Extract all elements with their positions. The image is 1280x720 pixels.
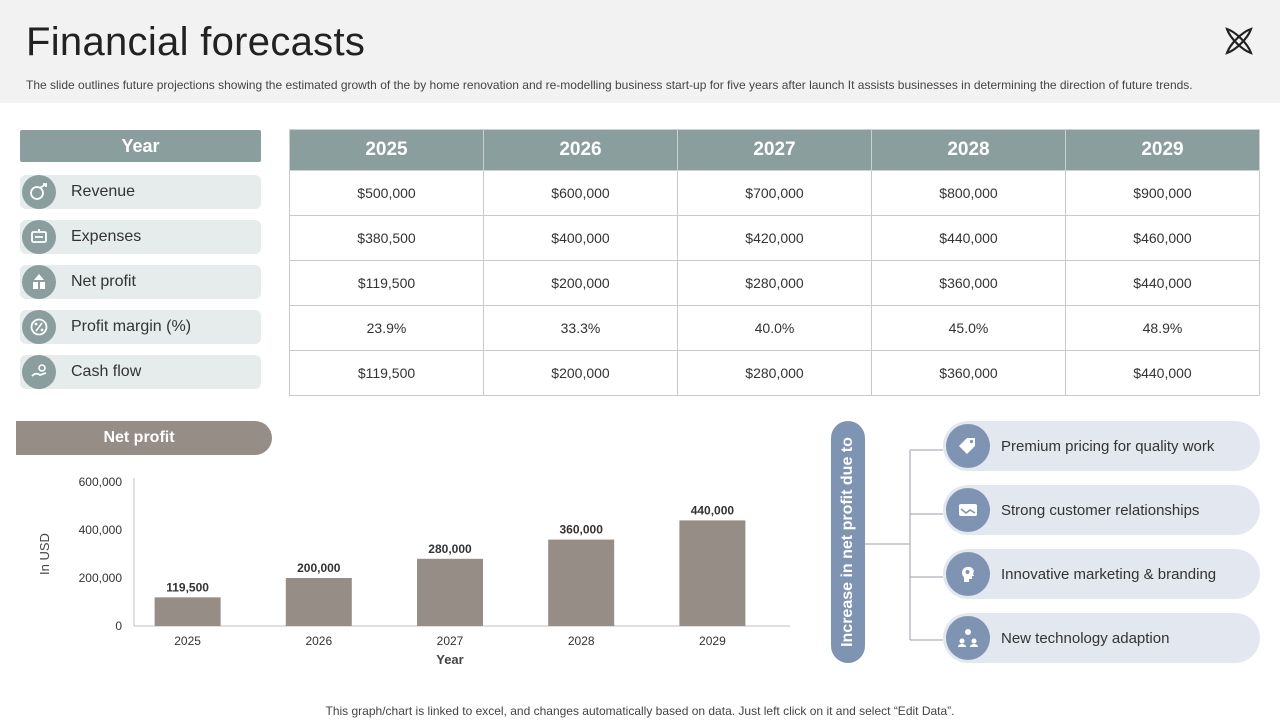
bar-data-label: 360,000 (560, 523, 604, 537)
table-cell: $440,000 (871, 215, 1066, 261)
table-cell: $280,000 (677, 260, 872, 306)
year-column-header: 2026 (483, 129, 678, 171)
x-tick-label: 2029 (699, 634, 726, 648)
reason-innovative-marketing: Innovative marketing & branding (943, 549, 1260, 599)
x-tick-label: 2027 (437, 634, 464, 648)
table-cell: $440,000 (1065, 350, 1260, 396)
y-tick-label: 600,000 (79, 475, 123, 489)
header-band: Financial forecasts The slide outlines f… (0, 0, 1280, 103)
table-cell: $380,500 (289, 215, 484, 261)
table-cell: $400,000 (483, 215, 678, 261)
handshake-icon (946, 488, 990, 532)
x-tick-label: 2025 (174, 634, 201, 648)
table-row: $119,500 $200,000 $280,000 $360,000 $440… (289, 350, 1260, 396)
year-column-header: 2028 (871, 129, 1066, 171)
expenses-icon (22, 220, 56, 254)
table-cell: $700,000 (677, 170, 872, 216)
row-label-profit-margin: Profit margin (%) (20, 310, 261, 344)
reason-customer-relationships: Strong customer relationships (943, 485, 1260, 535)
page-title: Financial forecasts (26, 20, 366, 64)
row-label-text: Profit margin (%) (71, 318, 192, 335)
reasons-heading: Increase in net profit due to (839, 437, 856, 647)
bar-data-label: 119,500 (166, 580, 209, 594)
table-cell: $800,000 (871, 170, 1066, 216)
x-tick-label: 2026 (305, 634, 332, 648)
row-label-expenses: Expenses (20, 220, 261, 254)
table-header-row: 2025 2026 2027 2028 2029 (289, 129, 1260, 171)
net-profit-bar-chart: 0 200,000 400,000 600,000 119,500 2025 200,000… (37, 475, 790, 667)
table-cell: $360,000 (871, 260, 1066, 306)
reason-label: Strong customer relationships (1001, 502, 1200, 519)
table-cell: $500,000 (289, 170, 484, 216)
bar-data-label: 280,000 (428, 542, 472, 556)
page-subtitle: The slide outlines future projections sh… (26, 78, 1193, 92)
bar-data-label: 200,000 (297, 561, 341, 575)
table-row: $380,500 $400,000 $420,000 $440,000 $460… (289, 215, 1260, 261)
table-cell: $200,000 (483, 350, 678, 396)
year-header: Year (20, 130, 261, 162)
reason-label: Premium pricing for quality work (1001, 438, 1215, 455)
table-cell: 33.3% (483, 305, 678, 351)
y-tick-label: 400,000 (79, 523, 123, 537)
table-cell: $600,000 (483, 170, 678, 216)
year-column-header: 2029 (1065, 129, 1260, 171)
reasons-heading-pill: Increase in net profit due to (831, 421, 865, 663)
row-label-revenue: Revenue (20, 175, 261, 209)
row-label-text: Revenue (71, 183, 136, 200)
connector-lines (865, 449, 943, 641)
table-cell: $119,500 (289, 350, 484, 396)
reason-premium-pricing: Premium pricing for quality work (943, 421, 1260, 471)
reason-label: New technology adaption (1001, 630, 1170, 647)
table-row: $500,000 $600,000 $700,000 $800,000 $900… (289, 170, 1260, 216)
company-logo-icon (1225, 27, 1253, 55)
row-label-text: Net profit (71, 273, 136, 290)
technology-team-icon (946, 616, 990, 660)
table-row: $119,500 $200,000 $280,000 $360,000 $440… (289, 260, 1260, 306)
year-column-header: 2025 (289, 129, 484, 171)
x-tick-label: 2028 (568, 634, 595, 648)
forecast-table: 2025 2026 2027 2028 2029 $500,000 $600,0… (289, 129, 1260, 396)
table-cell: $420,000 (677, 215, 872, 261)
reason-new-technology: New technology adaption (943, 613, 1260, 663)
bar (679, 520, 746, 626)
cash-flow-icon (22, 355, 56, 389)
row-label-net-profit: Net profit (20, 265, 261, 299)
table-cell: 45.0% (871, 305, 1066, 351)
table-cell: $119,500 (289, 260, 484, 306)
table-cell: 48.9% (1065, 305, 1260, 351)
y-tick-label: 0 (115, 619, 122, 633)
net-profit-heading: Net profit (16, 421, 272, 455)
profit-margin-icon (22, 310, 56, 344)
reason-label: Innovative marketing & branding (1001, 566, 1217, 583)
bar (154, 597, 221, 626)
revenue-icon (22, 175, 56, 209)
row-label-text: Expenses (71, 228, 142, 245)
bar (285, 578, 352, 626)
table-cell: $280,000 (677, 350, 872, 396)
table-cell: $200,000 (483, 260, 678, 306)
table-cell: $360,000 (871, 350, 1066, 396)
footer-note: This graph/chart is linked to excel, and… (325, 704, 955, 718)
table-row: 23.9% 33.3% 40.0% 45.0% 48.9% (289, 305, 1260, 351)
bar (548, 539, 615, 626)
bar (417, 558, 483, 626)
table-cell: $900,000 (1065, 170, 1260, 216)
idea-head-icon (946, 552, 990, 596)
row-label-cash-flow: Cash flow (20, 355, 261, 389)
table-cell: 23.9% (289, 305, 484, 351)
table-cell: 40.0% (677, 305, 872, 351)
year-column-header: 2027 (677, 129, 872, 171)
net-profit-icon (22, 265, 56, 299)
y-axis-title: In USD (37, 533, 52, 575)
price-tag-icon (946, 424, 990, 468)
y-tick-label: 200,000 (79, 571, 123, 585)
table-cell: $460,000 (1065, 215, 1260, 261)
table-cell: $440,000 (1065, 260, 1260, 306)
bar-data-label: 440,000 (691, 503, 735, 517)
x-axis-title: Year (436, 652, 463, 667)
row-label-text: Cash flow (71, 363, 142, 380)
